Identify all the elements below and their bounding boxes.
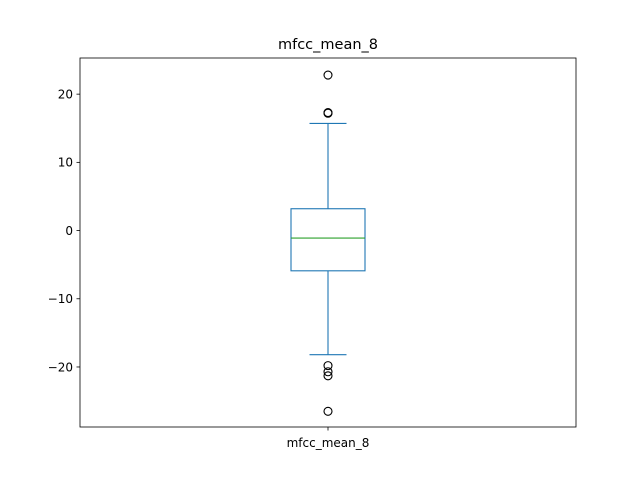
chart-title: mfcc_mean_8 <box>278 37 378 53</box>
box-series <box>290 70 366 416</box>
y-tick-label: 0 <box>65 224 73 238</box>
y-tick-label: −20 <box>48 360 73 374</box>
outlier-point <box>323 108 333 118</box>
y-axis: 20 10 0 −10 −20 <box>48 87 80 374</box>
y-tick-label: −10 <box>48 292 73 306</box>
outlier-point <box>323 70 333 80</box>
x-axis: mfcc_mean_8 <box>287 427 370 450</box>
outlier-point <box>323 371 333 381</box>
y-tick-label: 20 <box>58 87 73 101</box>
outlier-point <box>323 367 333 377</box>
outlier-point <box>323 406 333 416</box>
interquartile-box <box>290 208 366 272</box>
outlier-point <box>323 361 333 371</box>
x-tick-label: mfcc_mean_8 <box>287 436 370 450</box>
plot-area <box>290 70 366 416</box>
y-tick-label: 10 <box>58 156 73 170</box>
